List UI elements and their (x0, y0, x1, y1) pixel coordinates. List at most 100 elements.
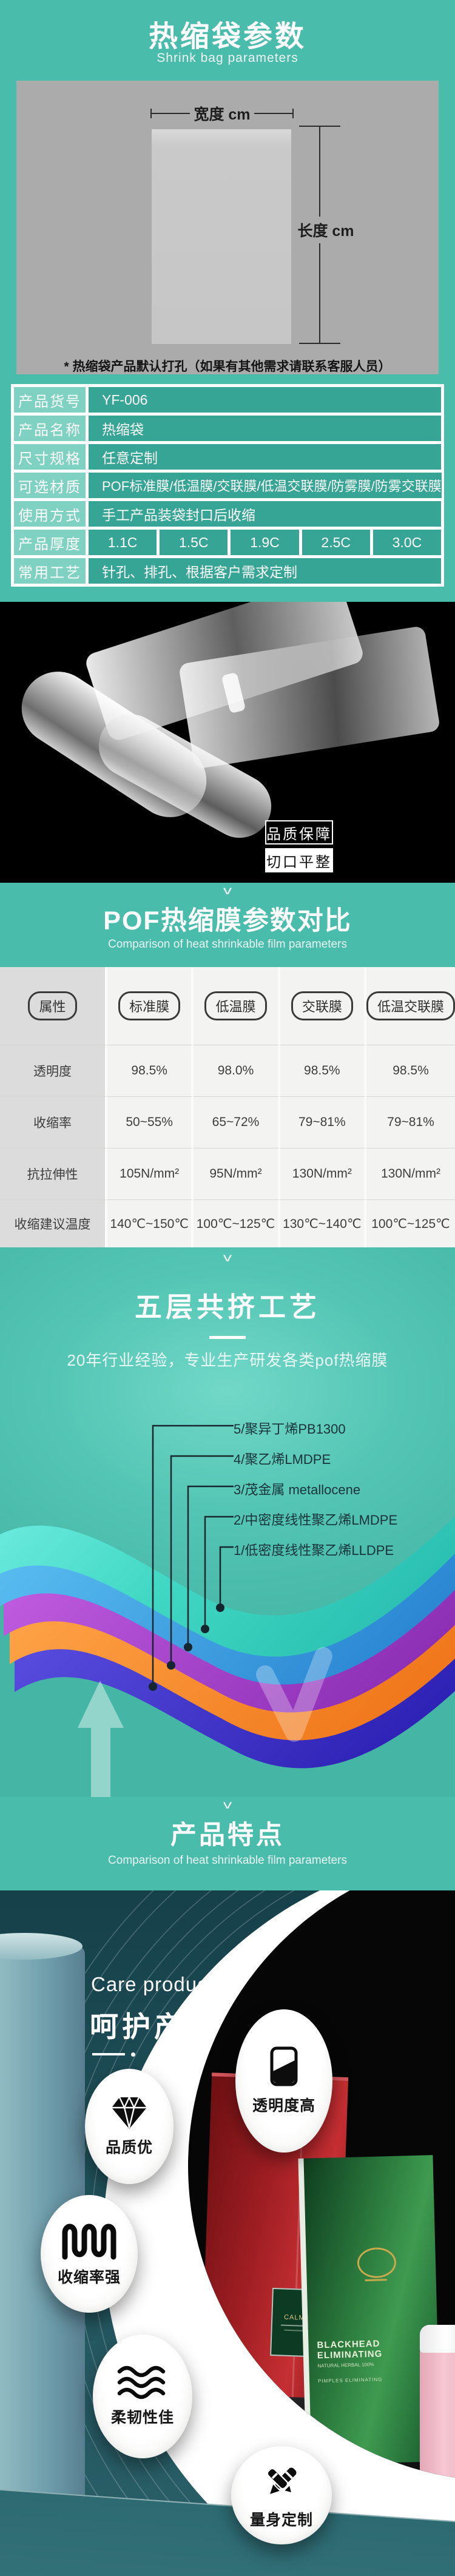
table-row: 可选材质 POF标准膜/低温膜/交联膜/低温交联膜/防雾膜/防雾交联膜 (14, 473, 442, 498)
row-value: POF标准膜/低温膜/交联膜/低温交联膜/防雾膜/防雾交联膜 (89, 473, 442, 498)
thickness-cell: 1.9C (231, 530, 299, 555)
attribute-pill: 属性 (28, 991, 77, 1020)
cell: 65~72% (194, 1096, 280, 1148)
feature-badge-transparency: 透明度高 (235, 2009, 332, 2153)
row-value: 任意定制 (89, 444, 441, 470)
care-chinese-title: 呵护产品 (90, 2011, 218, 2043)
transparency-icon (270, 2046, 298, 2086)
length-dimension-line (319, 127, 320, 217)
row-label: 产品货号 (14, 387, 86, 413)
cell: 95N/mm² (194, 1148, 280, 1199)
bag-outline (152, 129, 291, 344)
width-dimension: 宽度 cm (150, 106, 294, 123)
waves-icon (117, 2365, 166, 2399)
cell: 79~81% (280, 1096, 366, 1148)
feature-badge-custom: 量身定制 (231, 2446, 332, 2544)
row-value: 热缩袋 (89, 416, 441, 441)
cell: 98.5% (366, 1045, 455, 1096)
header-cell: 交联膜 (280, 967, 366, 1045)
feature-badge-flexibility: 柔韧性佳 (93, 2335, 192, 2458)
cell: 140℃~150℃ (107, 1199, 194, 1247)
page-title: 热缩袋参数 (148, 21, 306, 53)
title-underline-dot (131, 2052, 135, 2057)
size-diagram: 宽度 cm 长度 cm * 热缩袋产品默认打孔（如果有其他需求请联系客服人员） (16, 81, 439, 374)
divider (209, 1336, 246, 1339)
product-photo: 品质保障 切口平整 (0, 602, 455, 883)
header-cell: 标准膜 (107, 967, 194, 1045)
film-pill: 交联膜 (291, 991, 353, 1020)
callout-dots (149, 1603, 224, 1691)
row-label: 使用方式 (14, 501, 86, 527)
down-arrow-icon (256, 1647, 332, 1742)
chevron-down-icon: v (223, 1799, 232, 1812)
tube-cap (420, 2325, 455, 2353)
pof-section-subtitle: Comparison of heat shrinkable film param… (108, 938, 347, 951)
cell: 100℃~125℃ (366, 1199, 455, 1247)
row-label: 产品名称 (14, 416, 86, 441)
film-pill: 标准膜 (118, 991, 181, 1020)
film-pill: 低温交联膜 (366, 991, 455, 1020)
pof-section-title: POF热缩膜参数对比 (103, 906, 352, 936)
cell: 130N/mm² (366, 1148, 455, 1199)
length-dimension-line (319, 243, 320, 343)
cell: 79~81% (366, 1096, 455, 1148)
header-cell: 属性 (0, 967, 107, 1045)
page-subtitle: Shrink bag parameters (157, 51, 298, 65)
thickness-cell: 3.0C (372, 530, 442, 555)
up-arrow-icon (78, 1681, 124, 1797)
cell: 130℃~140℃ (280, 1199, 366, 1247)
table-row: 尺寸规格 任意定制 (14, 444, 441, 470)
thickness-cell: 2.5C (302, 530, 370, 555)
row-label: 收缩建议温度 (0, 1199, 107, 1247)
film-pill: 低温膜 (204, 991, 267, 1020)
five-layer-section: v 五层共挤工艺 20年行业经验，专业生产研发各类pof热缩膜 (0, 1247, 455, 1797)
length-label: 长度 cm (297, 223, 354, 240)
cell: 98.0% (194, 1045, 280, 1096)
table-row-thickness: 产品厚度 1.1C 1.5C 1.9C 2.5C 3.0C (14, 530, 442, 555)
thickness-cell: 1.1C (89, 530, 157, 555)
care-section: CALMAY BLACKHEAD ELIMINATING NATURAL HER… (0, 1890, 455, 2576)
width-label: 宽度 cm (194, 106, 251, 123)
layer-label-3: 3/茂金属 metallocene (234, 1482, 361, 1497)
table-row: 使用方式 手工产品装袋封口后收缩 (14, 501, 441, 527)
compare-table: 属性 标准膜 低温膜 交联膜 低温交联膜 透明度 98.5% 98.0% 98.… (0, 967, 455, 1247)
callout-lines (152, 1425, 234, 1687)
smooth-cut-badge: 切口平整 (265, 848, 333, 872)
spring-icon (62, 2224, 116, 2260)
cell: 98.5% (280, 1045, 366, 1096)
quality-badge: 品质保障 (265, 820, 333, 845)
layer-label-1: 1/低密度线性聚乙烯LLDPE (234, 1543, 394, 1558)
chevron-down-icon: v (223, 1252, 232, 1264)
row-label: 常用工艺 (14, 558, 86, 584)
five-layer-title: 五层共挤工艺 (134, 1292, 320, 1323)
cell: 100℃~125℃ (194, 1199, 280, 1247)
header-cell: 低温膜 (194, 967, 280, 1045)
spec-table: 产品货号 YF-006 产品名称 热缩袋 尺寸规格 任意定制 可选材质 POF标… (11, 384, 444, 587)
row-label: 产品厚度 (14, 530, 86, 555)
row-value: 针孔、排孔、根据客户需求定制 (89, 558, 441, 584)
thickness-cell: 1.5C (160, 530, 228, 555)
row-label: 可选材质 (14, 473, 86, 498)
crossed-pens-icon (266, 2467, 297, 2495)
cell: 105N/mm² (107, 1148, 194, 1199)
cell: 50~55% (107, 1096, 194, 1148)
table-row: 常用工艺 针孔、排孔、根据客户需求定制 (14, 558, 441, 584)
dimension-line (254, 113, 292, 114)
cell: 98.5% (107, 1045, 194, 1096)
chevron-down-icon: v (223, 885, 232, 897)
features-subtitle: Comparison of heat shrinkable film param… (108, 1854, 347, 1867)
layer-label-4: 4/聚乙烯LMDPE (234, 1452, 331, 1467)
layer-diagram (0, 1425, 455, 1797)
table-row: 产品货号 YF-006 (14, 387, 441, 413)
title-underline (92, 2053, 125, 2055)
punching-note: * 热缩袋产品默认打孔（如果有其他需求请联系客服人员） (64, 360, 391, 374)
layer-label-5: 5/聚异丁烯PB1300 (234, 1421, 346, 1437)
dimension-tick (150, 109, 152, 118)
layer-label-2: 2/中密度线性聚乙烯LMDPE (234, 1512, 398, 1528)
dimension-tick (292, 109, 294, 118)
dimension-line (152, 113, 190, 114)
feature-badge-quality: 品质优 (85, 2069, 174, 2184)
length-dimension-top-tick (299, 126, 340, 127)
row-value: 手工产品装袋封口后收缩 (89, 501, 441, 527)
